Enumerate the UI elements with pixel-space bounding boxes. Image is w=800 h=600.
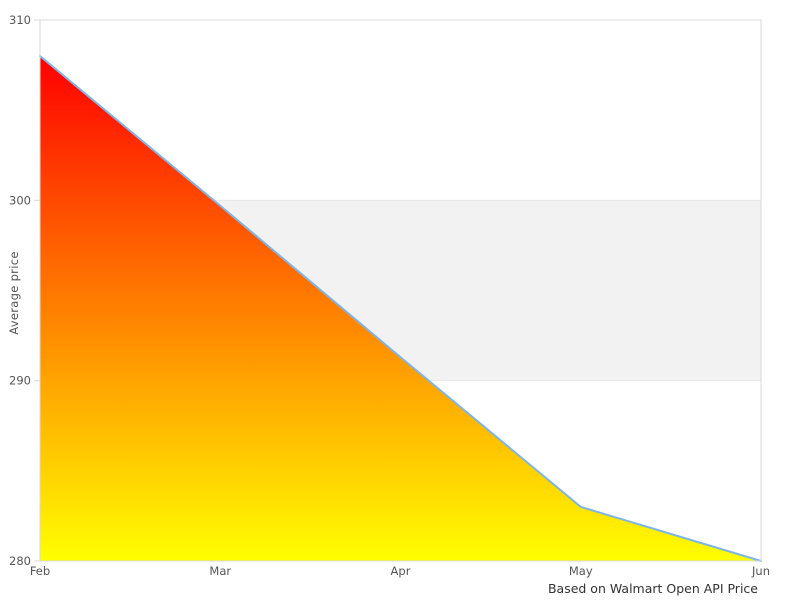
y-tick-label: 280 bbox=[9, 554, 31, 568]
x-tick-label: Mar bbox=[209, 564, 231, 578]
x-tick-label: Jun bbox=[751, 564, 770, 578]
x-tick-label: Apr bbox=[391, 564, 411, 578]
y-tick-label: 290 bbox=[9, 374, 31, 388]
y-axis-title: Average price bbox=[7, 251, 21, 335]
x-tick-label: Feb bbox=[30, 564, 50, 578]
y-tick-label: 310 bbox=[9, 13, 31, 27]
x-tick-label: May bbox=[569, 564, 593, 578]
plot-border bbox=[39, 19, 762, 562]
price-area-series[interactable] bbox=[40, 56, 761, 562]
y-tick-label: 300 bbox=[9, 193, 31, 207]
price-line bbox=[39, 55, 762, 562]
chart-caption: Based on Walmart Open API Price bbox=[547, 581, 758, 596]
